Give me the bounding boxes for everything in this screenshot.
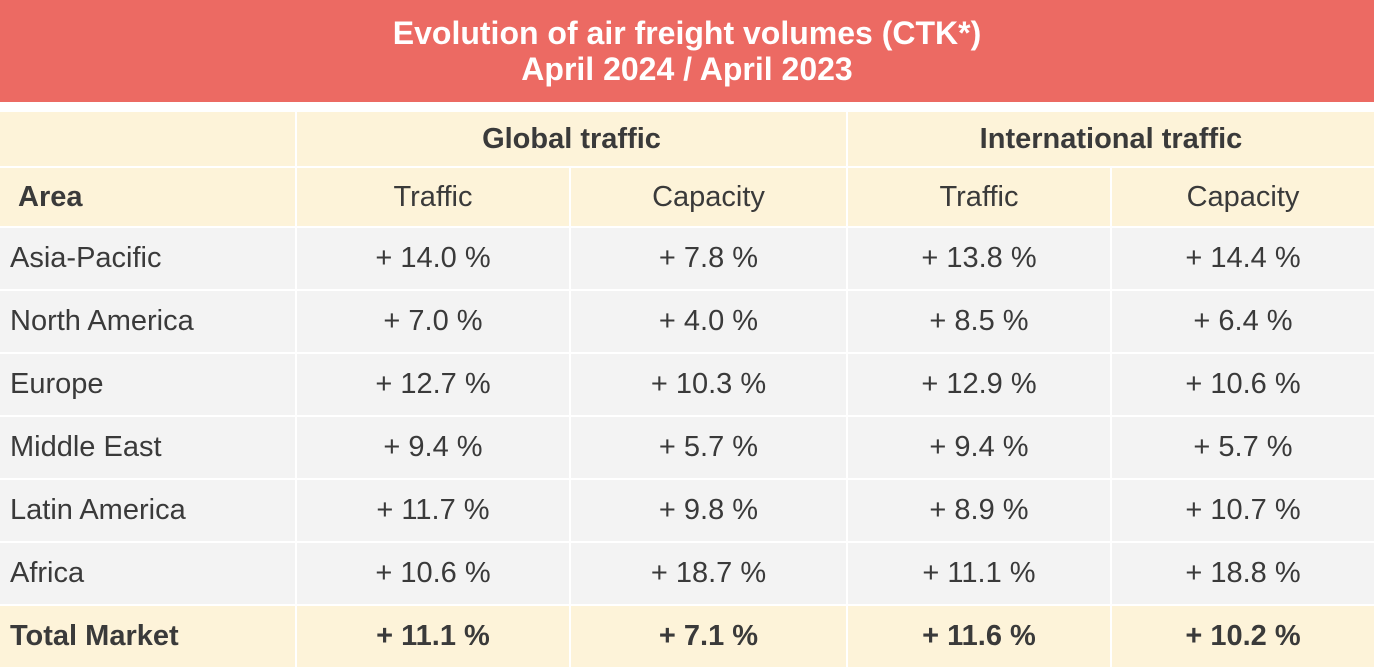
total-row-label: Total Market — [0, 606, 295, 667]
row-label: Africa — [0, 543, 295, 604]
table-cell: + 5.7 % — [571, 417, 846, 478]
table-title: Evolution of air freight volumes (CTK*) — [392, 15, 982, 51]
table-cell: + 12.7 % — [297, 354, 569, 415]
row-label: North America — [0, 291, 295, 352]
table-subtitle: April 2024 / April 2023 — [521, 51, 853, 87]
table-cell: + 10.6 % — [297, 543, 569, 604]
table-cell: + 8.9 % — [848, 480, 1110, 541]
table-cell: + 10.2 % — [1112, 606, 1374, 667]
table-cell: + 11.6 % — [848, 606, 1110, 667]
row-label: Asia-Pacific — [0, 228, 295, 289]
column-header: Capacity — [571, 168, 846, 226]
table-cell: + 5.7 % — [1112, 417, 1374, 478]
group-header-global: Global traffic — [297, 112, 846, 166]
header-blank — [0, 112, 295, 166]
table-cell: + 11.1 % — [848, 543, 1110, 604]
group-header-international: International traffic — [848, 112, 1374, 166]
table-cell: + 14.4 % — [1112, 228, 1374, 289]
table-cell: + 7.1 % — [571, 606, 846, 667]
table-cell: + 10.7 % — [1112, 480, 1374, 541]
table-cell: + 18.8 % — [1112, 543, 1374, 604]
table-cell: + 18.7 % — [571, 543, 846, 604]
table-cell: + 4.0 % — [571, 291, 846, 352]
table-cell: + 7.8 % — [571, 228, 846, 289]
table-cell: + 12.9 % — [848, 354, 1110, 415]
column-header: Traffic — [297, 168, 569, 226]
table-title-banner: Evolution of air freight volumes (CTK*) … — [0, 0, 1374, 102]
table-cell: + 8.5 % — [848, 291, 1110, 352]
table-cell: + 9.8 % — [571, 480, 846, 541]
table-cell: + 9.4 % — [848, 417, 1110, 478]
row-label: Europe — [0, 354, 295, 415]
table-cell: + 14.0 % — [297, 228, 569, 289]
table-cell: + 10.6 % — [1112, 354, 1374, 415]
table-cell: + 13.8 % — [848, 228, 1110, 289]
column-header: Capacity — [1112, 168, 1374, 226]
column-header: Traffic — [848, 168, 1110, 226]
table-cell: + 11.7 % — [297, 480, 569, 541]
table-cell: + 11.1 % — [297, 606, 569, 667]
table-cell: + 9.4 % — [297, 417, 569, 478]
column-header: Area — [0, 168, 295, 226]
freight-table: Global traffic International traffic Are… — [0, 112, 1374, 667]
row-label: Middle East — [0, 417, 295, 478]
table-cell: + 10.3 % — [571, 354, 846, 415]
table-cell: + 7.0 % — [297, 291, 569, 352]
row-label: Latin America — [0, 480, 295, 541]
table-cell: + 6.4 % — [1112, 291, 1374, 352]
